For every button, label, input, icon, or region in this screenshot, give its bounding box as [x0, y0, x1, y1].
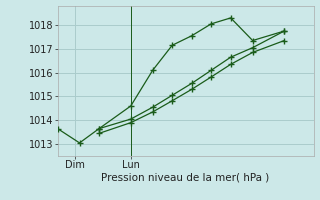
X-axis label: Pression niveau de la mer( hPa ): Pression niveau de la mer( hPa ): [101, 173, 270, 183]
